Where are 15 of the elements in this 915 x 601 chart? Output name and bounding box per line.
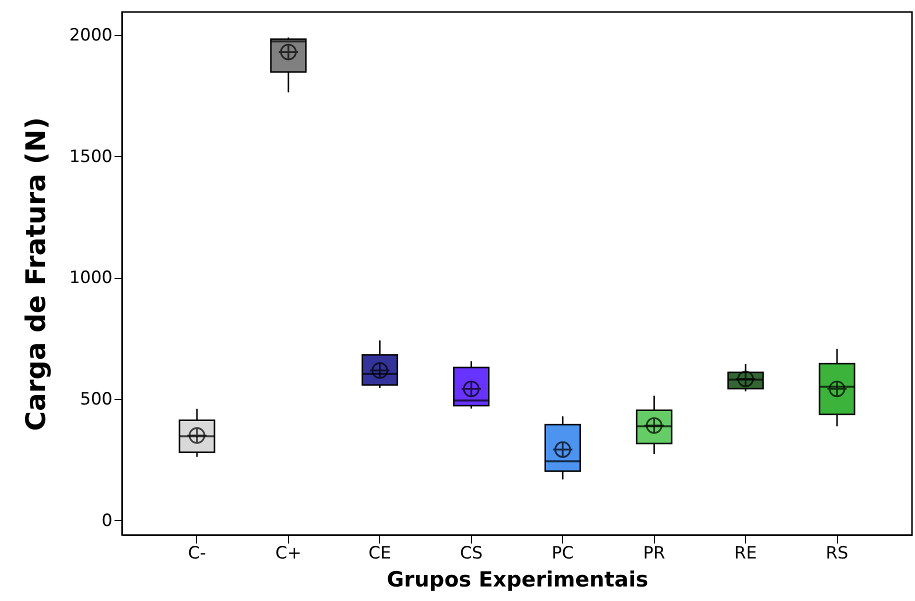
y-axis-title: Carga de Fratura (N) [21, 117, 52, 431]
x-axis-title: Grupos Experimentais [386, 568, 648, 592]
x-tick-label: C+ [275, 544, 302, 564]
y-tick-label: 0 [102, 510, 112, 531]
x-tick-label: RE [734, 544, 757, 564]
y-tick-label: 500 [80, 390, 112, 410]
x-tick-label: CS [460, 544, 483, 564]
x-tick-label: PR [643, 544, 666, 564]
x-tick-label: PC [552, 544, 574, 564]
y-tick-label: 1000 [69, 268, 112, 288]
x-tick-label: CE [368, 544, 392, 564]
y-tick-label: 2000 [69, 26, 112, 46]
x-tick-label: RS [826, 544, 848, 564]
x-tick-label: C- [188, 544, 206, 564]
y-tick-label: 1500 [69, 146, 112, 167]
